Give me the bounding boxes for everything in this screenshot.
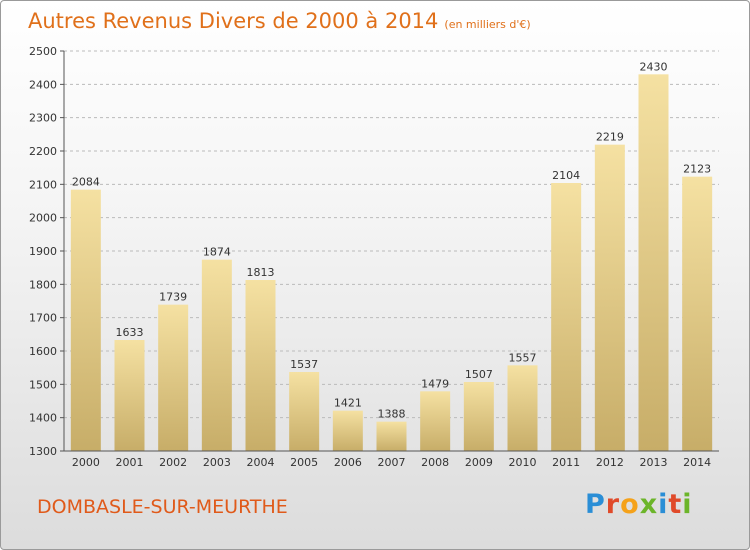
- bar-value-label: 1507: [465, 368, 493, 381]
- x-tick-label: 2010: [509, 456, 537, 469]
- chart-title: Autres Revenus Divers de 2000 à 2014 (en …: [28, 9, 531, 33]
- bar-value-label: 1557: [509, 351, 537, 364]
- x-tick-label: 2014: [683, 456, 711, 469]
- bar: [201, 259, 232, 451]
- bar-value-label: 1739: [159, 291, 187, 304]
- logo-letter: i: [682, 489, 693, 520]
- y-tick-label: 1900: [29, 245, 57, 258]
- logo-letter: r: [605, 489, 621, 520]
- chart-unit: (en milliers d'€): [444, 18, 531, 31]
- bar-value-label: 2123: [683, 163, 711, 176]
- y-tick-label: 2200: [29, 145, 57, 158]
- bar: [376, 421, 407, 451]
- bar-value-label: 1421: [334, 397, 362, 410]
- bar: [463, 382, 494, 451]
- x-tick-label: 2007: [378, 456, 406, 469]
- x-tick-label: 2008: [421, 456, 449, 469]
- axes: 1300 1400 1500 1600 1700 1800 1900 2000 2100 2200…: [29, 45, 719, 469]
- bar: [420, 391, 451, 451]
- x-tick-label: 2001: [116, 456, 144, 469]
- y-tick-label: 1600: [29, 345, 57, 358]
- y-tick-label: 2300: [29, 112, 57, 125]
- bar: [332, 410, 363, 451]
- y-tick-label: 1500: [29, 378, 57, 391]
- bar-value-label: 2104: [552, 169, 580, 182]
- x-tick-label: 2009: [465, 456, 493, 469]
- bars: 2084 1633 1739 1874 1813 1537 1421 1388 1479 1507…: [70, 60, 713, 451]
- logo-letter: t: [668, 489, 683, 520]
- bar-value-label: 2430: [640, 60, 668, 73]
- logo-letter: o: [620, 489, 640, 520]
- y-tick-label: 2400: [29, 78, 57, 91]
- x-tick-label: 2000: [72, 456, 100, 469]
- bar: [507, 365, 538, 451]
- x-tick-label: 2011: [552, 456, 580, 469]
- bar: [551, 183, 582, 451]
- y-tick-label: 1700: [29, 312, 57, 325]
- bar-value-label: 1813: [247, 266, 275, 279]
- bar-value-label: 2219: [596, 131, 624, 144]
- y-tick-label: 1800: [29, 278, 57, 291]
- x-tick-label: 2003: [203, 456, 231, 469]
- y-tick-label: 2500: [29, 45, 57, 58]
- x-tick-label: 2012: [596, 456, 624, 469]
- x-tick-label: 2004: [247, 456, 275, 469]
- bar: [114, 340, 145, 451]
- y-tick-label: 2100: [29, 178, 57, 191]
- x-tick-label: 2005: [290, 456, 318, 469]
- logo-letter: i: [658, 489, 669, 520]
- bar-value-label: 1633: [116, 326, 144, 339]
- x-tick-label: 2013: [640, 456, 668, 469]
- y-tick-label: 1300: [29, 445, 57, 458]
- bar: [158, 304, 189, 451]
- location-name: DOMBASLE-SUR-MEURTHE: [37, 496, 288, 518]
- bar-value-label: 2084: [72, 176, 100, 189]
- x-tick-label: 2002: [159, 456, 187, 469]
- bar-value-label: 1479: [421, 377, 449, 390]
- x-tick-label: 2006: [334, 456, 362, 469]
- proxiti-logo: Proxiti: [585, 489, 693, 520]
- bar: [70, 189, 101, 451]
- bar: [289, 372, 320, 451]
- bar-value-label: 1537: [290, 358, 318, 371]
- bar: [594, 144, 625, 451]
- logo-letter: P: [585, 489, 606, 520]
- logo-letter: x: [639, 489, 659, 520]
- bar: [245, 280, 276, 451]
- bar: [638, 74, 669, 451]
- bar-value-label: 1874: [203, 246, 231, 259]
- y-tick-label: 1400: [29, 412, 57, 425]
- bar: [682, 176, 713, 451]
- y-tick-label: 2000: [29, 212, 57, 225]
- chart-title-text: Autres Revenus Divers de 2000 à 2014: [28, 9, 439, 33]
- bar-value-label: 1388: [378, 408, 406, 421]
